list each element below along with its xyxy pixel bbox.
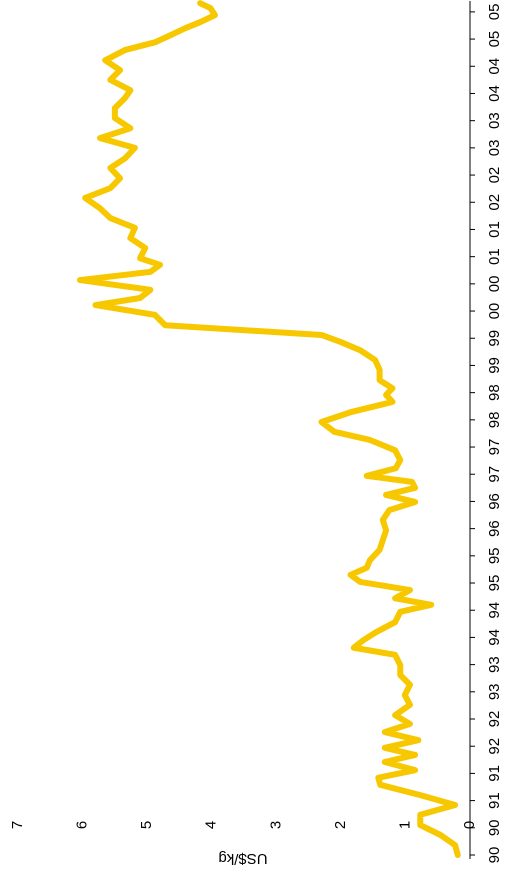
- x-tick-label: 90: [486, 819, 503, 836]
- data-line: [76, 0, 461, 858]
- x-tick-label: 01: [486, 248, 503, 265]
- x-tick-label: 99: [486, 330, 503, 347]
- x-tick-label: 95: [486, 547, 503, 564]
- x-tick-label: 92: [486, 738, 503, 755]
- y-tick-label: 7: [9, 821, 26, 829]
- x-tick-label: 03: [486, 140, 503, 157]
- x-tick-label: 05: [486, 4, 503, 21]
- x-tick-label: 02: [486, 194, 503, 211]
- x-tick-label: 97: [486, 466, 503, 483]
- x-tick-label: 95: [486, 575, 503, 592]
- y-tick-label: 3: [267, 821, 284, 829]
- x-tick-label: 93: [486, 656, 503, 673]
- x-tick-label: 00: [486, 303, 503, 320]
- x-tick-label: 91: [486, 765, 503, 782]
- y-tick-label: 0: [461, 821, 478, 829]
- x-tick-label: 98: [486, 384, 503, 401]
- x-tick-label: 92: [486, 711, 503, 728]
- y-tick-label: 2: [332, 821, 349, 829]
- x-tick-label: 98: [486, 411, 503, 428]
- x-tick-label: 97: [486, 439, 503, 456]
- x-tick-label: 99: [486, 357, 503, 374]
- x-tick-label: 04: [486, 85, 503, 102]
- y-tick-label: 4: [203, 821, 220, 829]
- x-tick-label: 03: [486, 112, 503, 129]
- x-tick-label: 02: [486, 167, 503, 184]
- x-tick-label: 96: [486, 520, 503, 537]
- x-tick-label: 91: [486, 792, 503, 809]
- x-tick-label: 94: [486, 602, 503, 619]
- x-tick-label: 90: [486, 847, 503, 864]
- y-axis-label: US$/kg: [218, 850, 267, 867]
- x-tick-label: 96: [486, 493, 503, 510]
- x-tick-label: 01: [486, 221, 503, 238]
- x-tick-label: 00: [486, 276, 503, 293]
- x-tick-label: 04: [486, 58, 503, 75]
- x-tick-label: 93: [486, 683, 503, 700]
- x-tick-label: 05: [486, 31, 503, 48]
- y-tick-label: 1: [396, 821, 413, 829]
- rotated-plot: US$/kg 90 90 91 91 92 92 93 93 94 94 95 95 96 96 97 97 9…: [9, 0, 503, 867]
- y-tick-label: 6: [74, 821, 91, 829]
- y-tick-label: 5: [138, 821, 155, 829]
- x-tick-label: 94: [486, 629, 503, 646]
